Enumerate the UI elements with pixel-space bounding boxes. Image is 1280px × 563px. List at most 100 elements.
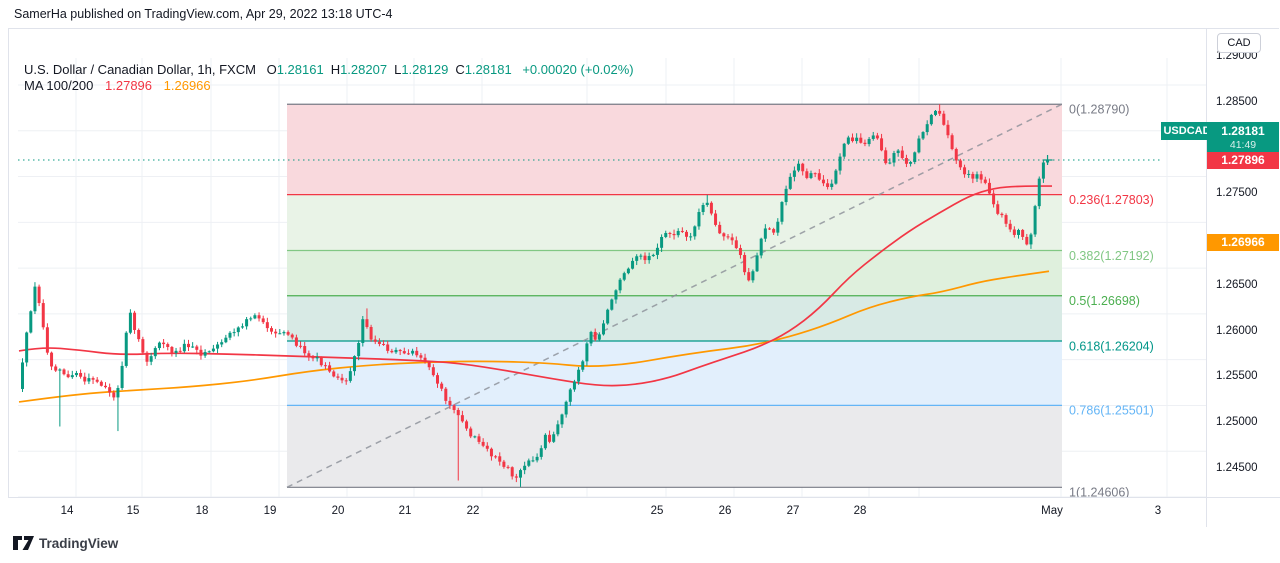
- candle-body: [116, 387, 120, 398]
- candle-body: [564, 401, 568, 415]
- candle-body: [531, 460, 535, 462]
- candle-body: [552, 434, 556, 442]
- fib-trendline[interactable]: [286, 103, 1063, 488]
- candle-body: [655, 247, 659, 255]
- candle-body: [809, 173, 813, 178]
- price-axis[interactable]: 1.29000 1.28500 1.27500 1.26500 1.26000 1.255…: [1206, 29, 1280, 497]
- fib-level-label: 0.382(1.27192): [1069, 249, 1154, 263]
- candle-body: [651, 254, 655, 257]
- candle-body: [361, 319, 365, 343]
- candle-body: [332, 371, 336, 377]
- candle-body: [589, 331, 593, 344]
- candle-body: [323, 365, 327, 367]
- candle-body: [145, 352, 149, 362]
- candle-body: [705, 202, 709, 206]
- candle-body: [369, 326, 373, 340]
- tradingview-logo-icon: [13, 536, 34, 550]
- candle-body: [29, 311, 33, 333]
- time-tick-label: 18: [195, 505, 209, 517]
- candle-body: [315, 357, 319, 359]
- currency-toggle-button[interactable]: CAD: [1217, 33, 1261, 53]
- candle-body: [494, 456, 498, 458]
- candle-body: [610, 299, 614, 310]
- time-tick-label: 28: [853, 505, 867, 517]
- fib-band: [287, 405, 1062, 488]
- candle-body: [485, 445, 489, 449]
- candle-body: [871, 135, 875, 139]
- candle-body: [278, 333, 282, 335]
- candle-body: [382, 343, 386, 345]
- candle-body: [203, 352, 207, 356]
- candle-body: [614, 290, 618, 300]
- candle-body: [838, 156, 842, 171]
- time-tick-label: 21: [398, 505, 412, 517]
- price-tick-label: 1.27500: [1216, 187, 1258, 200]
- candle-body: [386, 344, 390, 351]
- candle-body: [925, 124, 929, 133]
- candle-body: [643, 255, 647, 261]
- candle-body: [622, 273, 626, 280]
- candle-body: [137, 329, 141, 340]
- candle-body: [738, 248, 742, 256]
- candle-body: [971, 173, 975, 179]
- candle-body: [880, 138, 884, 151]
- candlestick-plot-area[interactable]: 0(1.28790) 0.236(1.27803) 0.382(1.27192) 0.…: [18, 58, 1215, 526]
- candle-body: [701, 205, 705, 213]
- candle-body: [95, 379, 99, 382]
- candle-body: [465, 421, 469, 429]
- candle-body: [817, 173, 821, 180]
- tradingview-logo[interactable]: TradingView: [13, 536, 118, 551]
- candle-body: [743, 255, 747, 273]
- candle-body: [585, 343, 589, 362]
- candle-body: [539, 448, 543, 457]
- candle-body: [357, 342, 361, 357]
- candle-body: [685, 231, 688, 237]
- candle-body: [597, 334, 601, 340]
- candle-body: [572, 381, 576, 390]
- price-tick-label: 1.24500: [1216, 462, 1258, 474]
- candle-body: [647, 256, 651, 261]
- ma100-line: [18, 185, 1052, 387]
- candle-body: [963, 167, 967, 175]
- candle-body: [946, 124, 950, 136]
- fib-band: [287, 340, 1062, 406]
- candle-body: [133, 312, 137, 330]
- candle-body: [170, 346, 174, 353]
- candle-body: [909, 162, 913, 164]
- candle-body: [867, 138, 871, 145]
- candle-body: [174, 350, 178, 353]
- candle-body: [50, 352, 54, 367]
- candle-body: [303, 346, 307, 354]
- candle-body: [929, 114, 933, 125]
- candle-body: [863, 142, 867, 145]
- candle-body: [112, 392, 116, 398]
- ma200-price-badge: 1.26966: [1207, 234, 1279, 252]
- candle-body: [21, 362, 24, 389]
- candle-body: [987, 182, 991, 194]
- price-tick-label: 1.25500: [1216, 370, 1258, 383]
- candle-body: [99, 381, 103, 386]
- candle-body: [851, 137, 854, 142]
- candle-body: [606, 309, 610, 324]
- last-price-value: 1.28181: [1221, 123, 1265, 138]
- candle-body: [195, 346, 199, 350]
- candle-body: [265, 322, 269, 329]
- time-tick-label: 19: [263, 505, 277, 517]
- fib-level-label: 0.618(1.26204): [1069, 339, 1154, 353]
- candle-body: [120, 365, 124, 388]
- candle-body: [1004, 215, 1008, 224]
- bar-countdown: 41:49: [1229, 138, 1257, 151]
- candle-body: [689, 236, 693, 238]
- time-axis[interactable]: 14 15 18 19 20 21 22 25 26 27 28 May 3: [8, 497, 1280, 527]
- candle-body: [141, 339, 145, 353]
- candle-body: [431, 367, 435, 376]
- price-tick-label: 1.29000: [1216, 50, 1258, 62]
- candle-body: [128, 312, 132, 333]
- fib-band: [287, 250, 1062, 296]
- candle-body: [232, 332, 236, 334]
- candle-body: [456, 409, 460, 416]
- candle-body: [398, 349, 402, 352]
- candle-body: [519, 470, 522, 478]
- candle-body: [394, 349, 398, 353]
- symbol-price-flag: USDCAD: [1161, 121, 1213, 140]
